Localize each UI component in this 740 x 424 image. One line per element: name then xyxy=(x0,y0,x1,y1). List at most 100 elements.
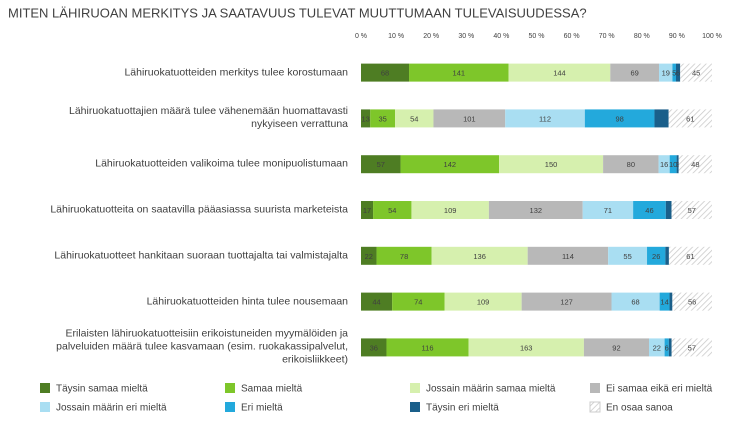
legend-swatch xyxy=(589,401,601,413)
bar-segment xyxy=(400,155,500,174)
bar-segment xyxy=(361,338,387,357)
legend-swatch xyxy=(410,383,420,393)
x-tick-label: 30 % xyxy=(458,33,474,40)
value-label: 6 xyxy=(665,343,669,352)
x-tick-label: 90 % xyxy=(669,33,685,40)
value-label: 46 xyxy=(645,206,653,215)
value-label: 101 xyxy=(463,114,476,123)
value-label: 6 xyxy=(676,69,680,78)
value-label: 57 xyxy=(688,206,696,215)
value-label: 116 xyxy=(422,343,434,352)
value-label: 45 xyxy=(692,69,700,78)
bar-segment xyxy=(361,246,377,265)
legend-swatch xyxy=(225,383,235,393)
value-label: 10 xyxy=(669,160,677,169)
value-label: 109 xyxy=(444,206,457,215)
legend-swatch xyxy=(225,402,235,412)
value-label: 13 xyxy=(361,114,369,123)
value-label: 5 xyxy=(672,69,676,78)
value-label: 69 xyxy=(630,69,638,78)
value-label: 150 xyxy=(545,160,558,169)
bar-segment xyxy=(668,338,672,357)
legend-label: Jossain määrin samaa mieltä xyxy=(426,384,556,395)
chart-title: MITEN LÄHIRUOAN MERKITYS JA SAATAVUUS TU… xyxy=(8,5,587,20)
bar-segment xyxy=(659,63,673,82)
legend-label: Täysin eri mieltä xyxy=(426,403,499,414)
bar-segment xyxy=(582,201,634,220)
bar-segment xyxy=(376,246,432,265)
x-tick-label: 50 % xyxy=(529,33,545,40)
value-label: 57 xyxy=(688,343,696,352)
value-label: 144 xyxy=(553,69,566,78)
legend-label: En osaa sanoa xyxy=(606,403,673,414)
value-label: 35 xyxy=(378,114,386,123)
bar-segment xyxy=(468,338,584,357)
bar-segment xyxy=(409,63,509,82)
value-label: 112 xyxy=(539,114,551,123)
bar-segment xyxy=(361,63,410,82)
category-label: Erilaisten lähiruokatuotteisiin erikoist… xyxy=(56,327,348,366)
bar-segment xyxy=(508,63,611,82)
bar-segment xyxy=(431,246,528,265)
value-label: 14 xyxy=(660,298,668,307)
bar-segment xyxy=(361,201,374,220)
value-label: 3 xyxy=(676,160,680,169)
bar-segment xyxy=(505,109,585,128)
x-tick-label: 10 % xyxy=(388,33,404,40)
value-label: 68 xyxy=(381,69,389,78)
legend-label: Jossain määrin eri mieltä xyxy=(56,403,167,414)
legend-label: Samaa mieltä xyxy=(241,384,303,395)
bar-segment xyxy=(395,109,434,128)
value-label: 36 xyxy=(370,343,378,352)
x-tick-label: 60 % xyxy=(564,33,580,40)
bar-segment xyxy=(361,292,393,311)
value-label: 109 xyxy=(477,298,490,307)
bar-segment xyxy=(647,246,666,265)
bar-segment xyxy=(392,292,445,311)
bar-segment xyxy=(678,155,712,174)
category-label: Lähiruokatuotteiden valikoima tulee moni… xyxy=(95,157,348,170)
bar-segment xyxy=(659,292,670,311)
bar-segment xyxy=(584,109,655,128)
bar-segment xyxy=(665,246,669,265)
value-label: 54 xyxy=(388,206,396,215)
bar-segment xyxy=(488,201,583,220)
value-label: 141 xyxy=(453,69,466,78)
legend-label: Täysin samaa mieltä xyxy=(56,384,148,395)
bar-segment xyxy=(672,292,712,311)
bar-segment xyxy=(680,63,712,82)
value-label: 61 xyxy=(686,252,694,261)
bar-segment xyxy=(658,155,670,174)
bar-segment xyxy=(361,109,371,128)
bar-segment xyxy=(611,292,660,311)
value-label: 74 xyxy=(414,298,422,307)
value-label: 127 xyxy=(560,298,573,307)
legend-label: Eri mieltä xyxy=(241,403,283,414)
bar-segment xyxy=(672,63,676,82)
category-label: Lähiruokatuotteita on saatavilla pääasia… xyxy=(50,203,348,216)
value-label: 56 xyxy=(688,298,696,307)
bar-segment xyxy=(649,338,665,357)
bar-segment xyxy=(669,292,673,311)
value-label: 57 xyxy=(377,160,385,169)
bar-segment xyxy=(668,109,712,128)
value-label: 48 xyxy=(691,160,699,169)
value-label: 17 xyxy=(363,206,371,215)
bar-segment xyxy=(610,63,660,82)
bar-segment xyxy=(676,155,679,174)
bar-segment xyxy=(668,246,712,265)
x-tick-label: 20 % xyxy=(423,33,439,40)
bar-segment xyxy=(669,155,677,174)
bar-segment xyxy=(370,109,396,128)
value-label: 19 xyxy=(662,69,670,78)
bar-segment xyxy=(373,201,412,220)
value-label: 44 xyxy=(372,298,380,307)
bar-segment xyxy=(608,246,648,265)
legend-swatch xyxy=(590,383,600,393)
category-label: Lähiruokatuotteet hankitaan suoraan tuot… xyxy=(54,249,348,262)
bar-segment xyxy=(654,109,669,128)
value-label: 26 xyxy=(652,252,660,261)
x-tick-label: 40 % xyxy=(493,33,509,40)
